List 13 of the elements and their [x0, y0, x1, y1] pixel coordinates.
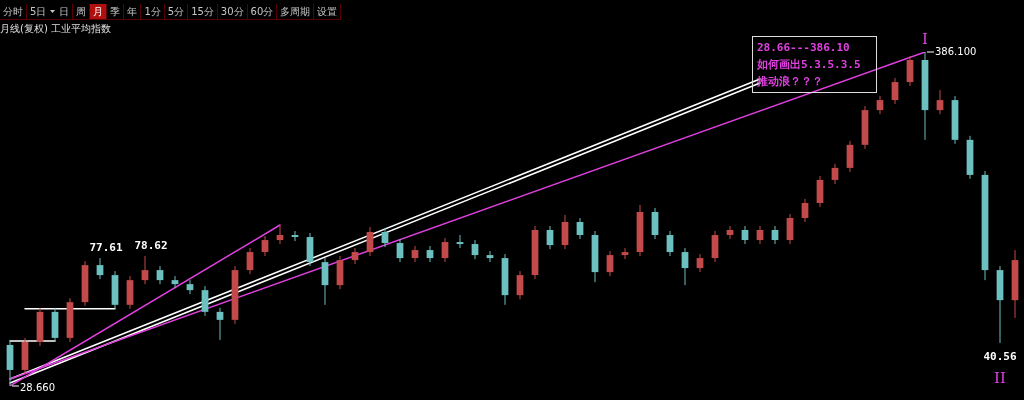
text: 分时 5日 日 周 月 季 年 1分 5分 15分 30分 60分 多周期 设置	[3, 6, 338, 17]
candlestick	[621, 247, 629, 260]
annotation: 40.56	[983, 349, 1017, 363]
annotation: 78.62	[134, 238, 168, 252]
candlestick	[486, 250, 494, 263]
annotation: 77.61	[89, 240, 123, 254]
annotation: 386.100	[935, 45, 977, 57]
annotation: 28.660	[20, 381, 55, 393]
text: I	[922, 29, 929, 48]
candlestick	[201, 285, 209, 317]
annotation: II	[994, 368, 1006, 387]
annotation: 28.66---386.10 如何画出5.3.5.3.5 推动浪？？？	[757, 40, 862, 90]
chart-title: 月线(复权) 工业平均指数	[0, 22, 111, 36]
